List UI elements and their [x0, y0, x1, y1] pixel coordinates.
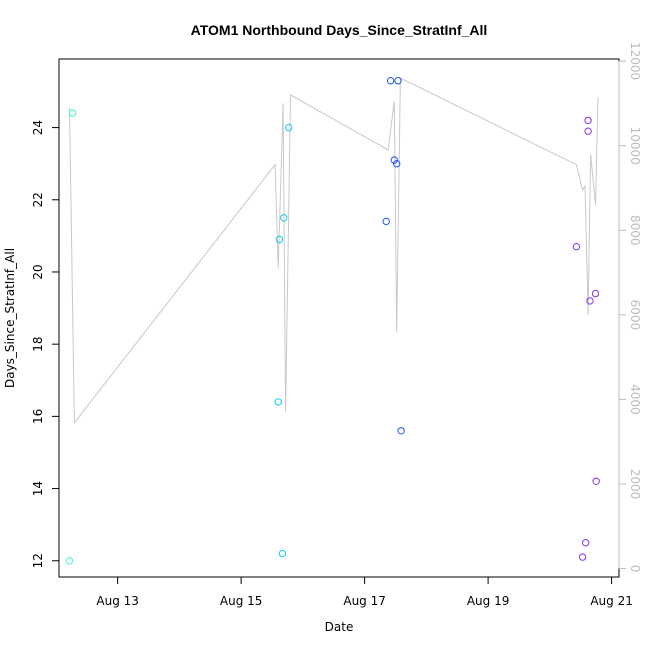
data-point-s1-3: [280, 214, 288, 222]
data-point-s3-2: [582, 539, 590, 547]
y-tick-label: 20: [31, 264, 45, 279]
right-y-tick-label: 8000: [628, 215, 642, 246]
data-point-s3-0: [572, 243, 581, 251]
data-point-s3-6: [591, 289, 600, 298]
data-point-s0-0: [65, 557, 74, 565]
y-tick-label: 12: [31, 553, 45, 568]
data-point-s2-4: [394, 77, 402, 85]
data-point-s1-4: [285, 123, 293, 132]
line-layer: [69, 77, 599, 425]
x-tick-label: Aug 17: [343, 594, 386, 608]
y-tick-label: 18: [31, 337, 45, 352]
right-y-tick-label: 12000: [628, 42, 642, 80]
line-series: [69, 77, 599, 425]
right-y-tick-label: 0: [628, 565, 642, 573]
y-tick-label: 16: [31, 409, 45, 424]
x-tick-label: Aug 13: [96, 594, 139, 608]
x-tick-label: Aug 21: [590, 594, 633, 608]
data-point-s0-1: [68, 109, 77, 117]
right-y-tick-label: 2000: [628, 469, 642, 500]
y-axis-label: Days_Since_StratInf_All: [3, 248, 17, 388]
data-point-s2-3: [393, 160, 401, 168]
data-point-s1-0: [274, 398, 282, 406]
data-point-s2-0: [382, 217, 390, 226]
data-point-s3-4: [584, 127, 592, 135]
data-point-s2-5: [397, 427, 405, 435]
right-y-tick-label: 10000: [628, 127, 642, 165]
data-point-s2-1: [386, 77, 395, 85]
x-tick-label: Aug 15: [220, 594, 263, 608]
y-tick-label: 14: [31, 481, 45, 496]
y-tick-label: 22: [31, 192, 45, 207]
x-axis: Aug 13 Aug 15 Aug 17 Aug 19 Aug 21: [96, 576, 633, 608]
data-point-s1-2: [278, 549, 287, 558]
data-point-s3-3: [584, 116, 592, 125]
data-point-s3-5: [586, 297, 594, 305]
y-axis: 12 14 16 18 20 22 24: [31, 120, 60, 568]
data-point-s3-1: [578, 553, 587, 561]
x-tick-label: Aug 19: [467, 594, 510, 608]
right-y-axis: 0 2000 4000 6000 8000 10000 12000: [618, 42, 642, 573]
point-layer: [65, 77, 600, 565]
data-point-s1-1: [275, 235, 284, 244]
y-tick-label: 24: [31, 120, 45, 135]
chart-title: ATOM1 Northbound Days_Since_StratInf_All: [191, 22, 488, 38]
data-point-s3-7: [592, 477, 600, 485]
x-axis-label: Date: [325, 620, 354, 634]
right-y-tick-label: 4000: [628, 384, 642, 415]
right-y-tick-label: 6000: [628, 300, 642, 331]
